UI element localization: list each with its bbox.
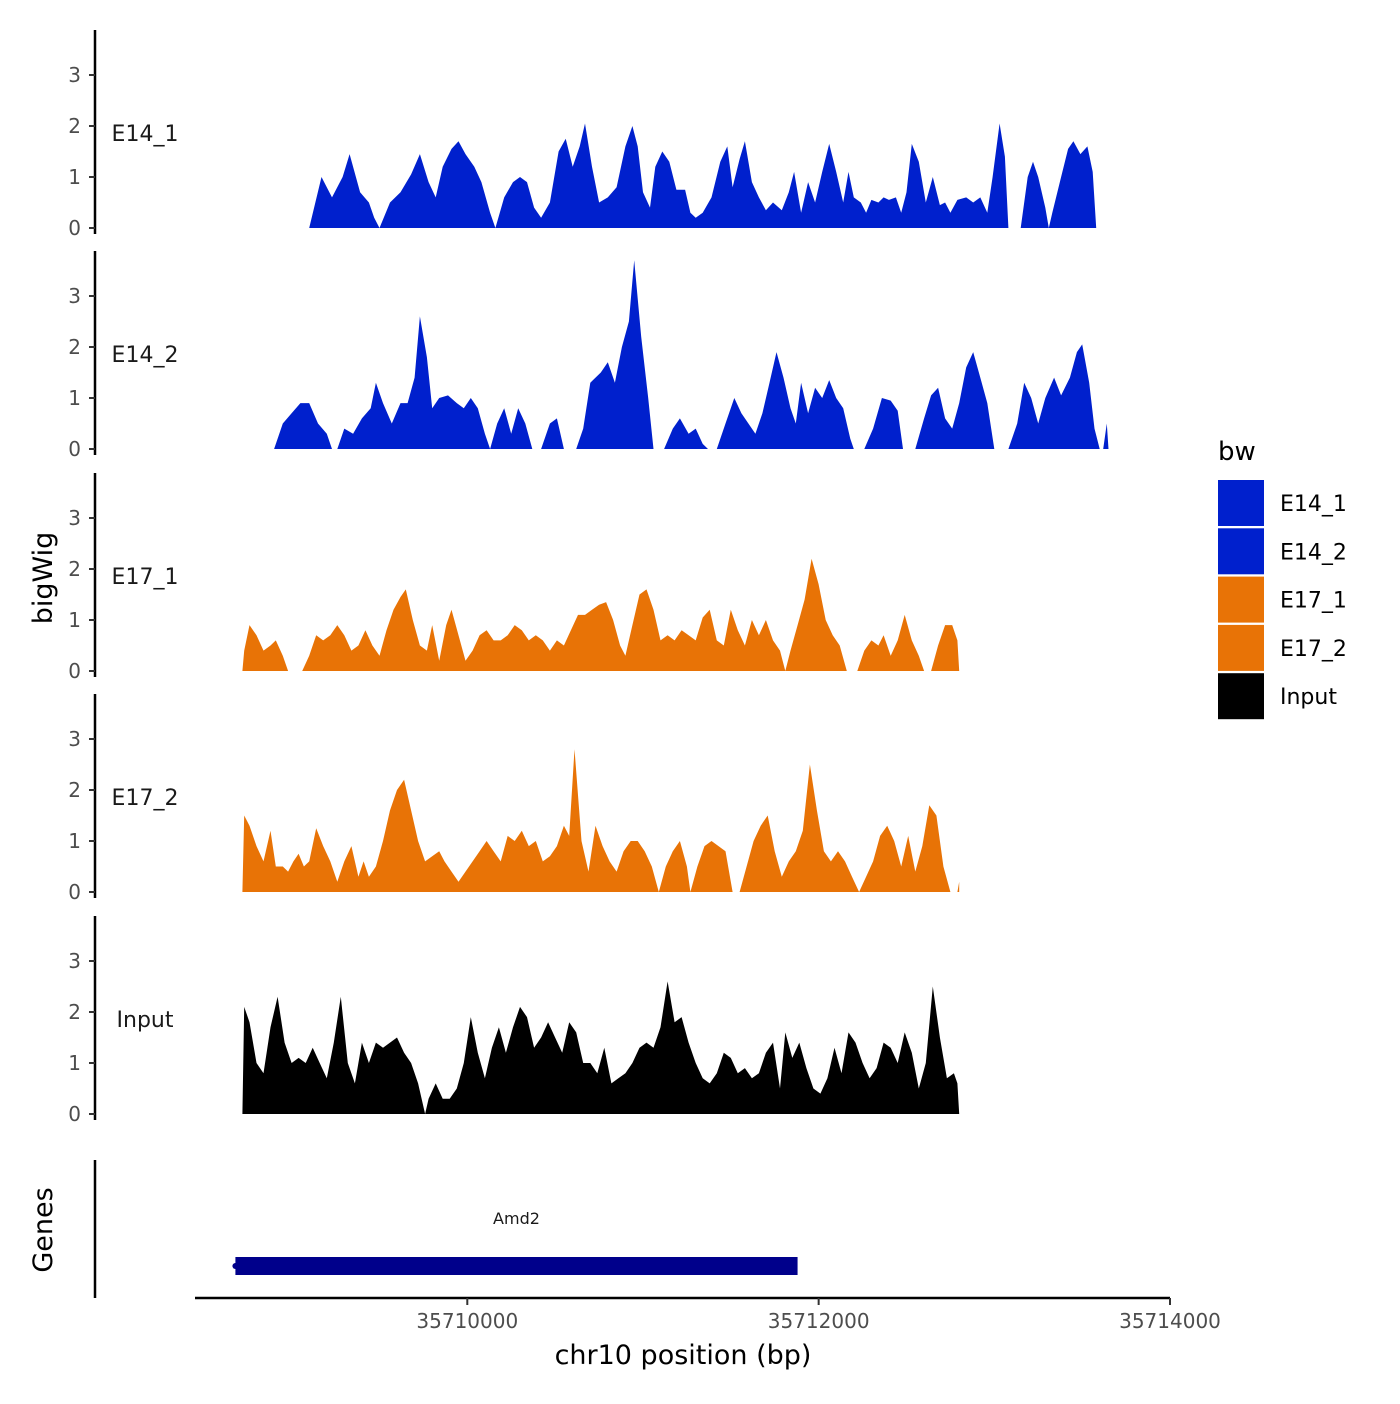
genes-layer: Amd2 bbox=[93, 1160, 798, 1298]
coverage-area-E17_2 bbox=[242, 749, 960, 892]
y-tick-label: 2 bbox=[68, 114, 81, 138]
legend-swatch bbox=[1218, 673, 1264, 720]
legend-entry-E17_2: E17_2 bbox=[1218, 624, 1347, 671]
genes-axis-title: Genes bbox=[28, 1187, 59, 1272]
y-tick-label: 0 bbox=[68, 659, 81, 683]
gene-strand-marker bbox=[232, 1263, 239, 1269]
tracks-layer: 0 1 2 3 E14_1 0 1 2 3 E14_2 0 1 2 3 E17_1 0 1 2 3 E17_2 0 1 2 3… bbox=[68, 30, 1109, 1126]
y-tick-label: 1 bbox=[68, 165, 81, 189]
legend-entry-E17_1: E17_1 bbox=[1218, 576, 1347, 623]
track-E14_1: 0 1 2 3 E14_1 bbox=[68, 30, 1097, 240]
legend-label: E17_1 bbox=[1280, 589, 1347, 614]
y-tick-label: 2 bbox=[68, 778, 81, 802]
y-tick-label: 1 bbox=[68, 386, 81, 410]
axis-titles: bigWig Genes chr10 position (bp) bbox=[28, 532, 811, 1371]
x-tick-label: 35714000 bbox=[1119, 1309, 1221, 1333]
legend-label: E14_2 bbox=[1280, 540, 1347, 565]
y-tick-label: 2 bbox=[68, 557, 81, 581]
y-tick-label: 3 bbox=[68, 949, 81, 973]
y-tick-label: 3 bbox=[68, 727, 81, 751]
y-axis-title: bigWig bbox=[28, 532, 59, 625]
y-tick-label: 3 bbox=[68, 506, 81, 530]
coverage-area-Input bbox=[242, 981, 960, 1114]
y-tick-label: 1 bbox=[68, 1051, 81, 1075]
legend-entry-E14_2: E14_2 bbox=[1218, 528, 1347, 575]
track-label-E14_2: E14_2 bbox=[112, 343, 179, 368]
track-E17_2: 0 1 2 3 E17_2 bbox=[68, 694, 960, 904]
track-E17_1: 0 1 2 3 E17_1 bbox=[68, 473, 960, 683]
x-axis-title: chr10 position (bp) bbox=[555, 1340, 812, 1371]
y-tick-label: 3 bbox=[68, 63, 81, 87]
coverage-area-E14_1 bbox=[309, 123, 1097, 228]
legend-swatch bbox=[1218, 480, 1264, 526]
x-axis: 35710000 35712000 35714000 bbox=[195, 1296, 1221, 1333]
legend-swatch bbox=[1218, 624, 1264, 671]
y-tick-label: 3 bbox=[68, 284, 81, 308]
track-Input: 0 1 2 3 Input bbox=[68, 916, 960, 1126]
y-tick-label: 2 bbox=[68, 335, 81, 359]
y-tick-label: 0 bbox=[68, 880, 81, 904]
track-E14_2: 0 1 2 3 E14_2 bbox=[68, 251, 1109, 461]
legend-label: E14_1 bbox=[1280, 492, 1347, 517]
gene-label-Amd2: Amd2 bbox=[493, 1209, 540, 1228]
y-tick-label: 2 bbox=[68, 1000, 81, 1024]
legend-swatch bbox=[1218, 528, 1264, 575]
x-tick-label: 35710000 bbox=[416, 1309, 518, 1333]
y-tick-label: 0 bbox=[68, 216, 81, 240]
legend-label: E17_2 bbox=[1280, 637, 1347, 662]
x-tick-label: 35712000 bbox=[768, 1309, 870, 1333]
legend-title: bw bbox=[1218, 437, 1256, 467]
legend-entry-E14_1: E14_1 bbox=[1218, 480, 1347, 526]
track-label-E17_2: E17_2 bbox=[112, 786, 179, 811]
track-label-Input: Input bbox=[117, 1008, 174, 1033]
legend: bw E14_1 E14_2 E17_1 E17_2 Input bbox=[1218, 437, 1347, 720]
gene-body-Amd2 bbox=[235, 1257, 798, 1275]
track-label-E17_1: E17_1 bbox=[112, 565, 179, 590]
coverage-area-E17_1 bbox=[242, 558, 960, 671]
y-tick-label: 0 bbox=[68, 437, 81, 461]
legend-swatch bbox=[1218, 576, 1264, 623]
track-label-E14_1: E14_1 bbox=[112, 122, 179, 147]
y-tick-label: 1 bbox=[68, 608, 81, 632]
y-tick-label: 1 bbox=[68, 829, 81, 853]
legend-entry-Input: Input bbox=[1218, 673, 1337, 720]
y-tick-label: 0 bbox=[68, 1102, 81, 1126]
legend-label: Input bbox=[1280, 685, 1337, 710]
coverage-area-E14_2 bbox=[274, 260, 1109, 449]
